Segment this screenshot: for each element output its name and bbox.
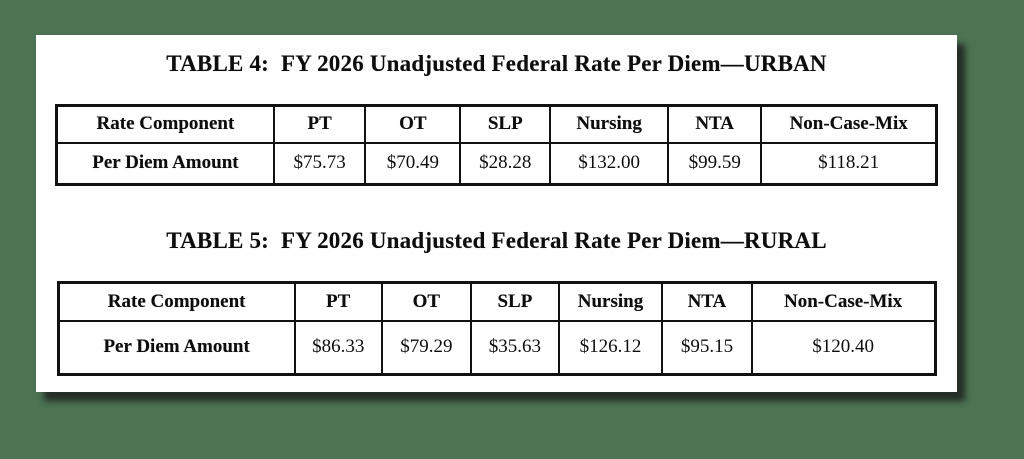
column-header-non-case-mix: Non-Case-Mix bbox=[750, 281, 937, 322]
value-cell-non-case-mix: $120.40 bbox=[750, 319, 937, 376]
column-header-slp: SLP bbox=[470, 281, 560, 322]
value-cell-nta: $95.15 bbox=[661, 319, 753, 376]
table-row: Rate Component PT OT SLP Nursing NTA Non… bbox=[55, 104, 938, 144]
column-header-nursing: Nursing bbox=[557, 281, 664, 322]
value-cell-nursing: $126.12 bbox=[557, 319, 664, 376]
value-cell-nursing: $132.00 bbox=[549, 141, 670, 186]
value-cell-pt: $75.73 bbox=[272, 141, 367, 186]
table-row: Per Diem Amount $86.33 $79.29 $35.63 $12… bbox=[57, 319, 937, 376]
value-cell-slp: $35.63 bbox=[470, 319, 560, 376]
column-header-ot: OT bbox=[380, 281, 473, 322]
document-page: TABLE 4: FY 2026 Unadjusted Federal Rate… bbox=[36, 35, 957, 392]
table-4-title: TABLE 4: FY 2026 Unadjusted Federal Rate… bbox=[166, 51, 827, 76]
table-row: Rate Component PT OT SLP Nursing NTA Non… bbox=[57, 281, 937, 322]
table-5-title: TABLE 5: FY 2026 Unadjusted Federal Rate… bbox=[166, 228, 827, 253]
column-header-pt: PT bbox=[293, 281, 383, 322]
column-header-slp: SLP bbox=[459, 104, 552, 144]
row-label-per-diem-amount: Per Diem Amount bbox=[57, 319, 296, 376]
value-cell-pt: $86.33 bbox=[293, 319, 383, 376]
column-header-pt: PT bbox=[272, 104, 367, 144]
rural-rate-table: Rate Component PT OT SLP Nursing NTA Non… bbox=[56, 281, 937, 376]
table-row: Per Diem Amount $75.73 $70.49 $28.28 $13… bbox=[55, 141, 938, 186]
column-header-non-case-mix: Non-Case-Mix bbox=[760, 104, 938, 144]
value-cell-nta: $99.59 bbox=[667, 141, 763, 186]
column-header-nursing: Nursing bbox=[549, 104, 670, 144]
urban-rate-table: Rate Component PT OT SLP Nursing NTA Non… bbox=[55, 104, 938, 186]
value-cell-slp: $28.28 bbox=[459, 141, 552, 186]
column-header-rate-component: Rate Component bbox=[57, 281, 296, 322]
column-header-nta: NTA bbox=[661, 281, 753, 322]
column-header-nta: NTA bbox=[667, 104, 763, 144]
value-cell-ot: $70.49 bbox=[364, 141, 462, 186]
value-cell-non-case-mix: $118.21 bbox=[760, 141, 938, 186]
column-header-ot: OT bbox=[364, 104, 462, 144]
value-cell-ot: $79.29 bbox=[380, 319, 473, 376]
column-header-rate-component: Rate Component bbox=[55, 104, 275, 144]
row-label-per-diem-amount: Per Diem Amount bbox=[55, 141, 275, 186]
